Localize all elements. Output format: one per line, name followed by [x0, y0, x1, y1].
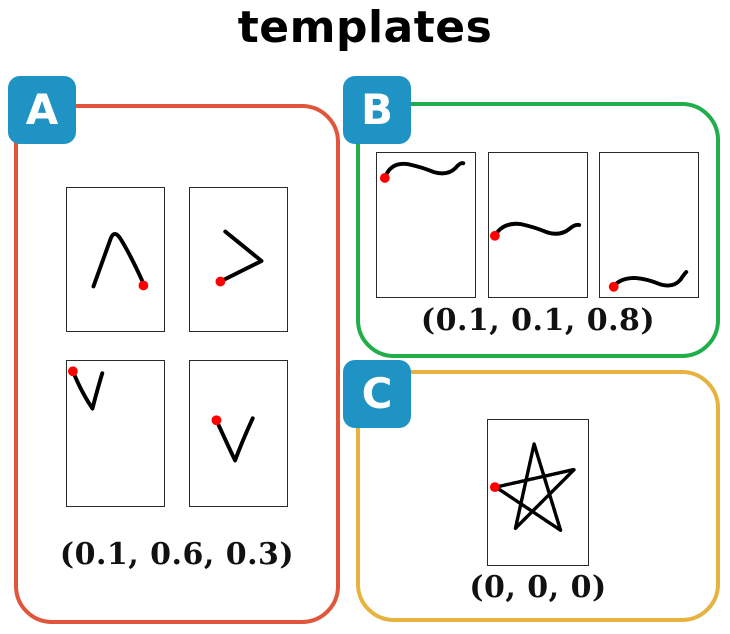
- v-center-stroke-drawing: [211, 415, 255, 463]
- figure-title: templates: [237, 2, 493, 53]
- panel-b-caption: (0.1, 0.1, 0.8): [420, 303, 656, 338]
- template-tile-wave-top: [376, 152, 476, 298]
- panel-a-badge: A: [8, 76, 76, 144]
- wave-bottom-stroke-drawing: [608, 270, 689, 292]
- wave-middle-stroke-drawing: [489, 221, 582, 241]
- panel-a-caption: (0.1, 0.6, 0.3): [59, 537, 295, 572]
- template-tile-wave-middle: [488, 152, 588, 298]
- panel-c-badge: C: [343, 360, 411, 428]
- star-stroke-drawing: [489, 442, 576, 532]
- panel-c-caption: (0, 0, 0): [469, 570, 607, 605]
- template-tile-wave-bottom: [599, 152, 699, 298]
- greater-than-stroke-drawing: [215, 229, 264, 287]
- panel-b-badge: B: [343, 76, 411, 144]
- template-tile-star: [487, 419, 589, 566]
- template-tile-greater-than: [189, 187, 288, 332]
- template-tile-caret: [66, 187, 165, 332]
- v-top-left-stroke-drawing: [67, 366, 105, 411]
- caret-stroke-drawing: [91, 232, 149, 291]
- wave-top-stroke-drawing: [379, 161, 466, 183]
- template-tile-v-top-left: [66, 360, 165, 507]
- template-tile-v-center: [189, 360, 288, 507]
